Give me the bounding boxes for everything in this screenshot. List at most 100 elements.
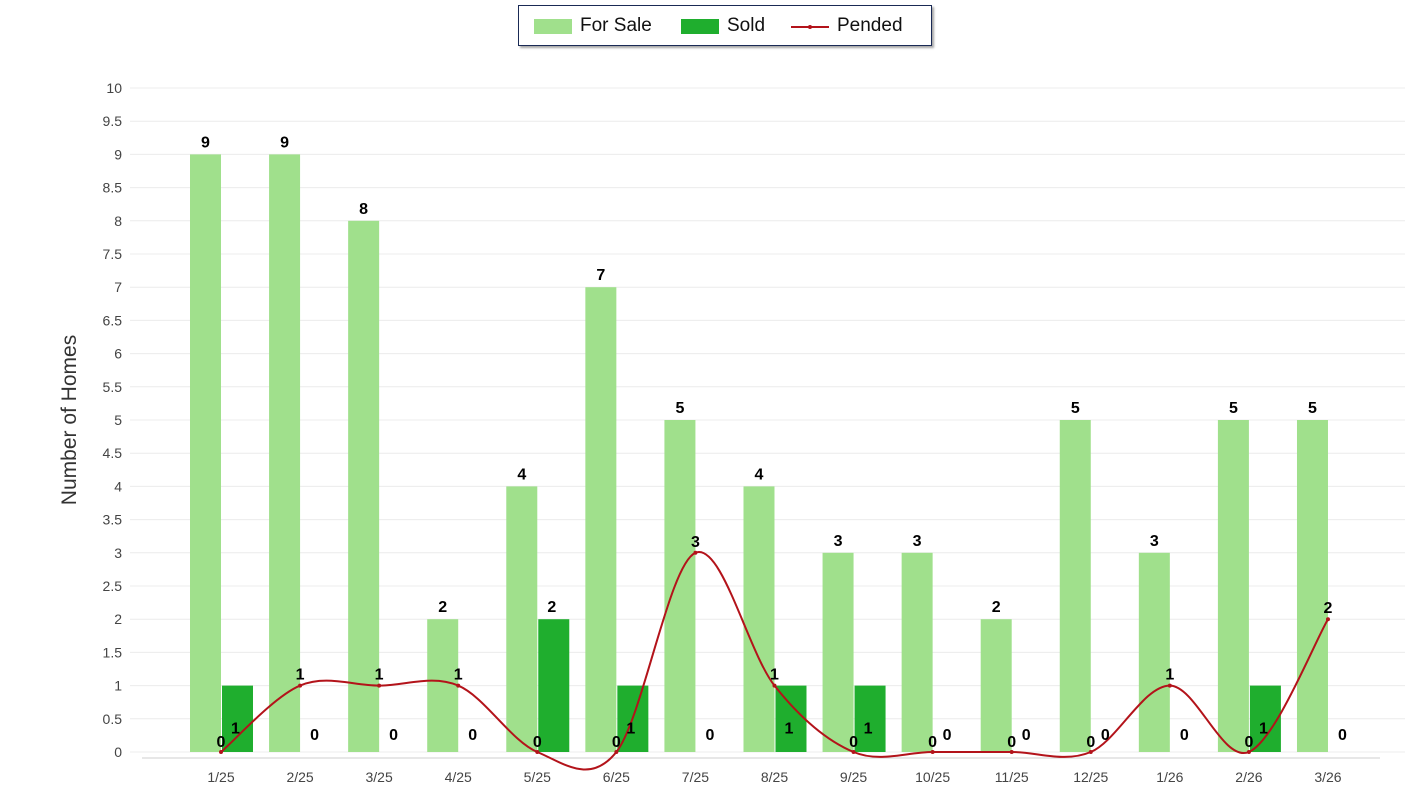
data-label-pended: 0 <box>928 734 937 751</box>
bar-for-sale <box>506 486 538 752</box>
data-label-pended: 1 <box>454 667 463 684</box>
data-label-for-sale: 4 <box>755 466 764 483</box>
pended-line <box>219 550 1330 771</box>
y-tick-label: 7.5 <box>103 246 123 262</box>
y-tick-label: 7 <box>114 279 122 295</box>
data-label-sold: 0 <box>389 727 398 744</box>
data-label-sold: 0 <box>1180 727 1189 744</box>
y-tick-label: 0 <box>114 744 122 760</box>
data-label-pended: 0 <box>1007 734 1016 751</box>
legend-swatch-sold <box>681 18 719 34</box>
bar-for-sale <box>1138 552 1170 752</box>
data-label-for-sale: 3 <box>913 533 922 550</box>
x-tick-label: 4/25 <box>445 769 472 785</box>
data-label-pended: 0 <box>1086 734 1095 751</box>
pended-point <box>1009 750 1014 754</box>
x-tick-label: 9/25 <box>840 769 867 785</box>
x-tick-label: 5/25 <box>524 769 551 785</box>
data-label-for-sale: 3 <box>1150 533 1159 550</box>
data-label-sold: 0 <box>705 727 714 744</box>
data-label-sold: 2 <box>547 599 556 616</box>
data-labels: 9109018012014207105034113103002005003015… <box>201 134 1347 751</box>
data-label-for-sale: 5 <box>1308 400 1317 417</box>
data-label-sold: 0 <box>1022 727 1031 744</box>
bar-for-sale <box>190 154 221 752</box>
x-tick-label: 2/26 <box>1235 769 1262 785</box>
pended-point <box>535 750 540 754</box>
data-label-for-sale: 7 <box>596 267 605 284</box>
legend-label-for-sale: For Sale <box>580 15 652 36</box>
data-label-pended: 0 <box>612 734 621 751</box>
data-label-for-sale: 5 <box>1071 400 1080 417</box>
bar-for-sale <box>1217 420 1249 752</box>
data-label-for-sale: 3 <box>834 533 843 550</box>
data-label-for-sale: 4 <box>517 466 526 483</box>
x-tick-label: 6/25 <box>603 769 630 785</box>
bar-for-sale <box>822 552 854 752</box>
data-label-for-sale: 5 <box>675 400 684 417</box>
bar-sold <box>854 685 886 752</box>
data-label-pended: 0 <box>533 734 542 751</box>
data-label-for-sale: 2 <box>992 599 1001 616</box>
bar-for-sale <box>743 486 775 752</box>
y-tick-label: 6.5 <box>103 312 123 328</box>
data-label-pended: 1 <box>375 667 384 684</box>
legend-swatch-pended <box>791 19 829 34</box>
bar-sold <box>538 619 570 752</box>
bar-sold <box>222 685 253 752</box>
bar-for-sale <box>585 287 617 752</box>
data-label-sold: 1 <box>626 721 635 738</box>
y-tick-label: 4.5 <box>103 445 123 461</box>
pended-point <box>614 750 619 754</box>
pended-point <box>219 750 223 754</box>
data-label-sold: 1 <box>1259 721 1268 738</box>
data-label-for-sale: 8 <box>359 201 368 218</box>
y-tick-label: 0.5 <box>103 711 123 727</box>
y-tick-label: 2 <box>114 611 122 627</box>
data-label-sold: 0 <box>943 727 952 744</box>
legend-swatch-for-sale <box>534 18 572 34</box>
y-tick-label: 2.5 <box>103 578 123 594</box>
bar-sold <box>775 685 807 752</box>
y-tick-label: 8 <box>114 213 122 229</box>
pended-point <box>851 750 856 754</box>
legend-label-pended: Pended <box>837 15 903 36</box>
x-tick-label: 1/25 <box>207 769 234 785</box>
data-label-pended: 1 <box>770 667 779 684</box>
pended-point <box>377 683 382 688</box>
x-tick-label: 11/25 <box>995 769 1029 785</box>
data-label-pended: 1 <box>296 667 305 684</box>
y-tick-label: 10 <box>106 80 122 96</box>
pended-point <box>298 683 303 688</box>
data-label-sold: 0 <box>1338 727 1347 744</box>
bar-for-sale <box>269 154 301 752</box>
legend-item-pended[interactable]: Pended <box>791 15 903 37</box>
y-tick-label: 3 <box>114 545 122 561</box>
legend-item-for-sale[interactable]: For Sale <box>534 15 652 37</box>
data-label-pended: 0 <box>1244 734 1253 751</box>
data-label-sold: 1 <box>864 721 873 738</box>
bar-for-sale <box>901 552 933 752</box>
x-tick-label: 2/25 <box>286 769 313 785</box>
x-tick-label: 8/25 <box>761 769 788 785</box>
pended-point <box>456 683 461 688</box>
data-label-pended: 0 <box>217 734 226 751</box>
data-label-pended: 0 <box>849 734 858 751</box>
pended-point <box>772 683 777 688</box>
legend-item-sold[interactable]: Sold <box>681 15 765 37</box>
y-tick-label: 4 <box>114 478 122 494</box>
bar-for-sale <box>664 420 696 752</box>
y-tick-label: 8.5 <box>103 180 123 196</box>
data-label-sold: 1 <box>231 721 240 738</box>
x-axis-ticks: 1/25 2/25 3/25 4/25 5/25 6/25 7/25 8/25 9/25 10/2… <box>207 769 1341 785</box>
bar-for-sale <box>1296 420 1328 752</box>
data-label-pended: 1 <box>1165 667 1174 684</box>
pended-point <box>930 750 935 754</box>
y-axis-ticks: 0 0.5 1 1.5 2 2.5 3 3.5 4 4.5 5 5.5 6 6.5 7 7.5 8 8.5 9 9.5… <box>103 80 123 760</box>
x-tick-label: 7/25 <box>682 769 709 785</box>
x-tick-label: 12/25 <box>1073 769 1108 785</box>
bar-for-sale <box>1059 420 1091 752</box>
data-label-for-sale: 9 <box>280 134 289 151</box>
data-label-for-sale: 5 <box>1229 400 1238 417</box>
pended-point <box>1088 750 1093 754</box>
